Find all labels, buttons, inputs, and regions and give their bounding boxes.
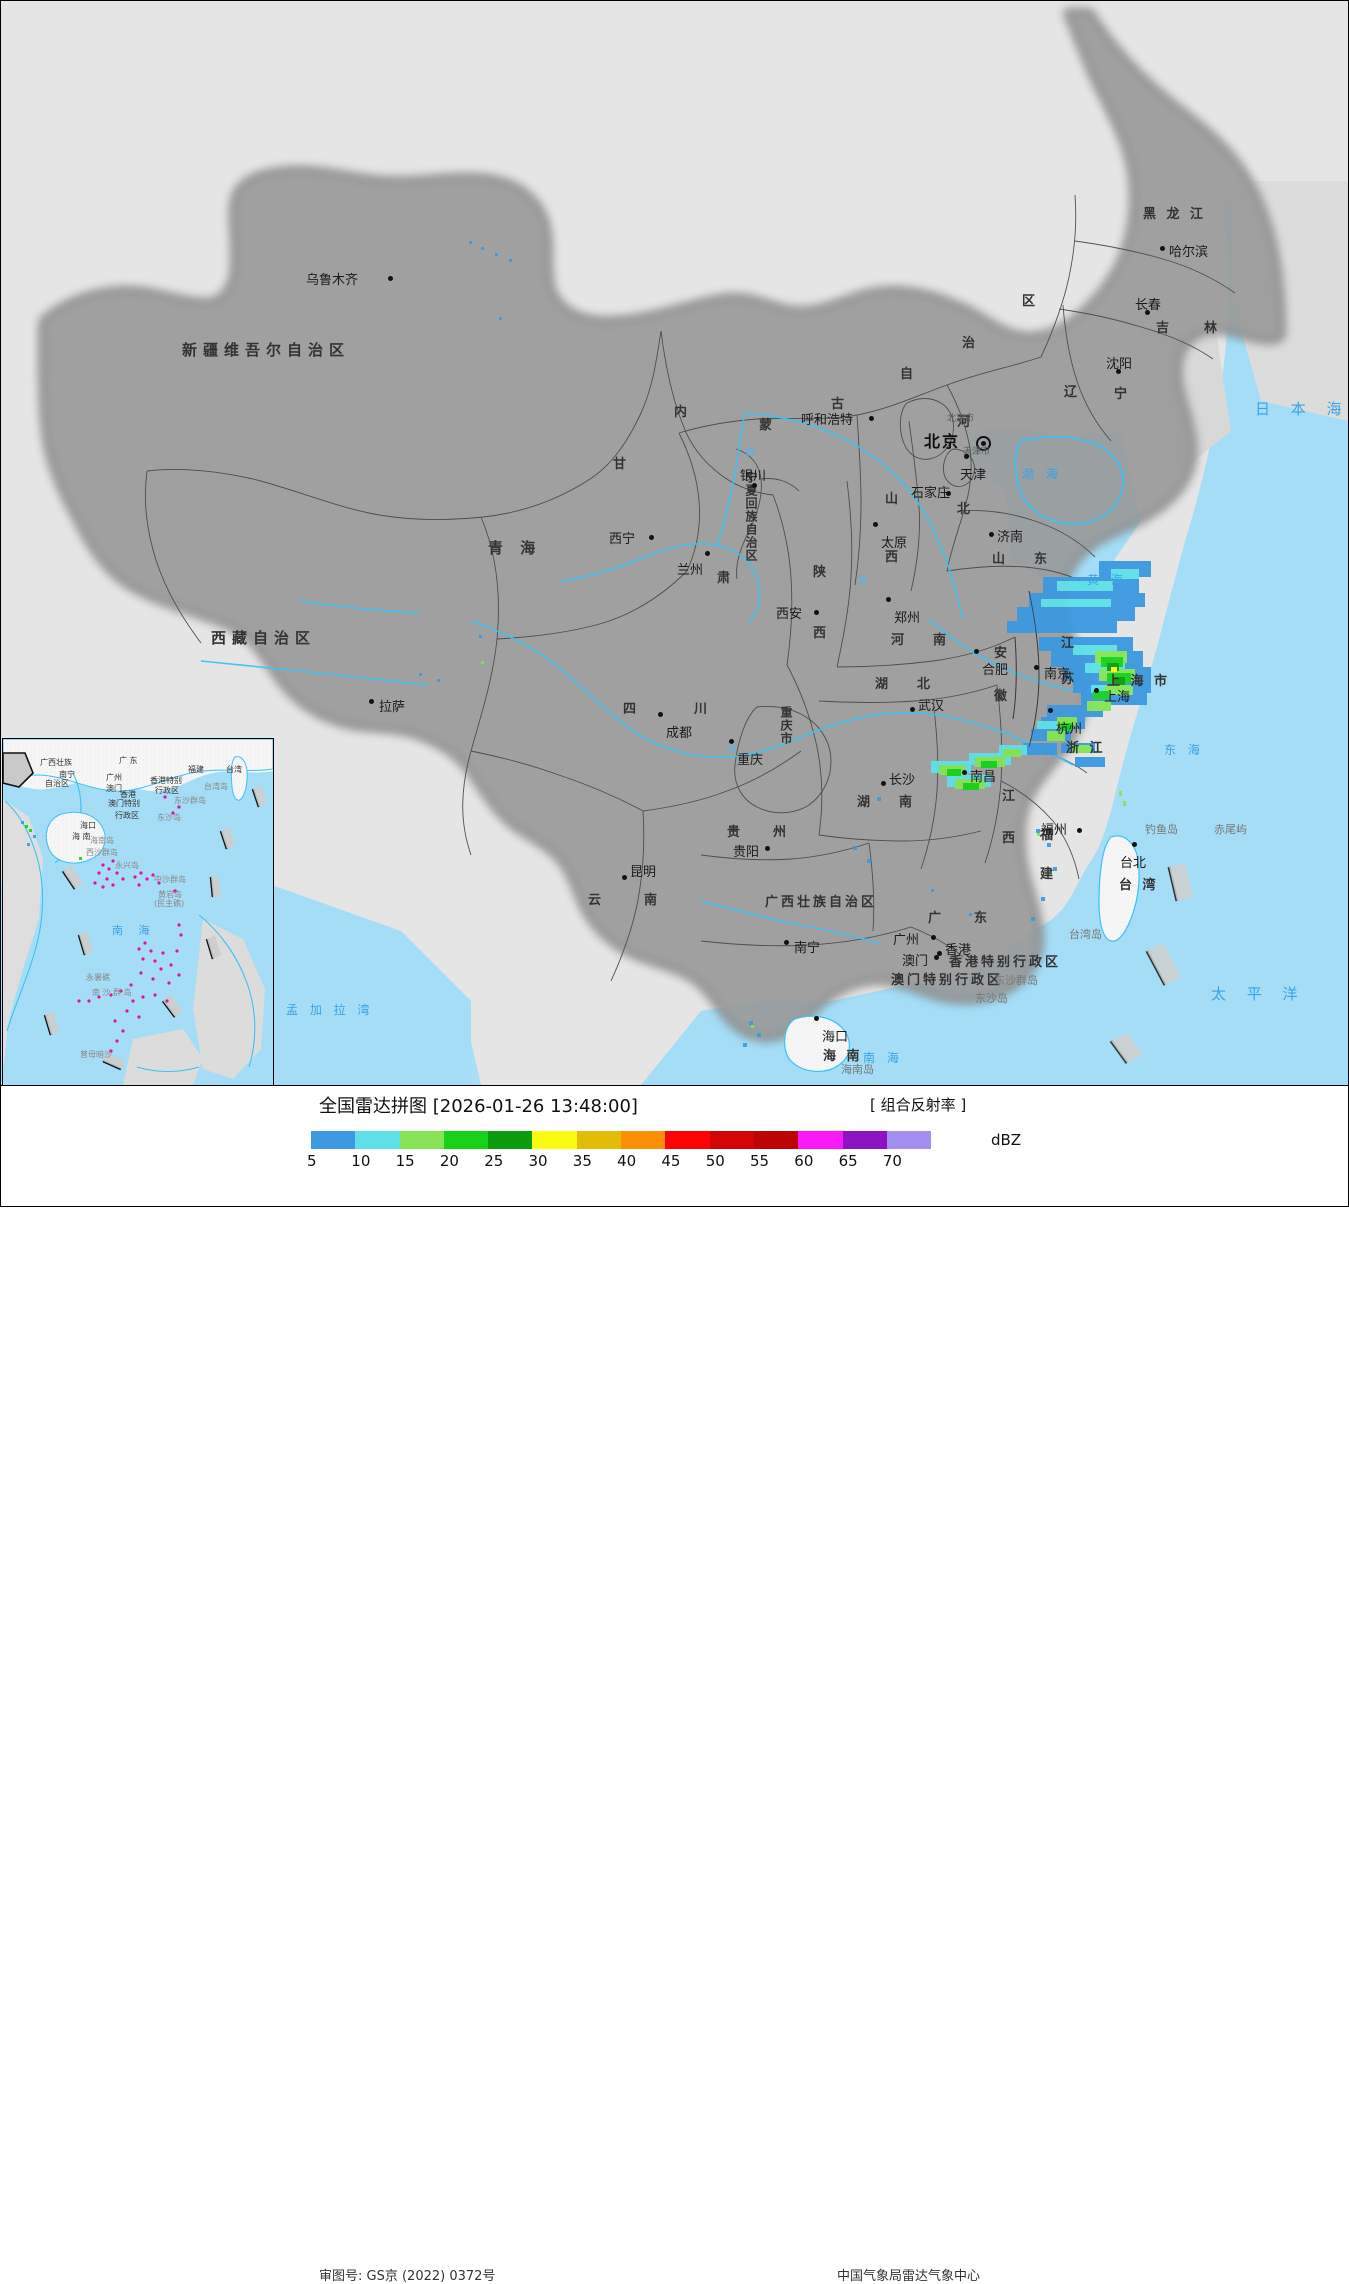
city-marker xyxy=(964,454,969,459)
colorbar-swatch xyxy=(665,1131,710,1149)
colorbar-tick: 30 xyxy=(528,1152,548,1170)
colorbar-swatch xyxy=(621,1131,666,1149)
city-marker xyxy=(622,875,627,880)
city-marker xyxy=(1160,246,1165,251)
city-marker xyxy=(658,712,663,717)
map-panel[interactable]: 新疆维吾尔自治区 西藏自治区青 海甘肃内蒙古自治区宁夏回族自治区陕西山西河北山东河… xyxy=(0,0,1349,1086)
colorbar-swatch xyxy=(886,1131,932,1149)
dbz-colorbar[interactable] xyxy=(311,1131,932,1149)
city-marker xyxy=(931,935,936,940)
license-number: 审图号: GS京 (2022) 0372号 xyxy=(319,2269,496,2284)
city-marker xyxy=(910,707,915,712)
city-marker xyxy=(974,649,979,654)
city-marker xyxy=(649,535,654,540)
colorbar-tick: 55 xyxy=(750,1152,770,1170)
city-marker xyxy=(1132,842,1137,847)
colorbar-tick: 50 xyxy=(705,1152,725,1170)
city-marker xyxy=(814,1016,819,1021)
city-marker xyxy=(946,491,951,496)
city-marker xyxy=(1034,665,1039,670)
city-marker xyxy=(765,846,770,851)
south-china-sea-inset-map[interactable]: 广西壮族 自治区 南宁广 东广州 福建 台湾 香港特别 行政区 台湾岛 澳门 香港 澳门特别 行政区东… xyxy=(2,738,274,1085)
city-marker xyxy=(934,955,939,960)
dbz-unit-label: dBZ xyxy=(991,1131,1022,1149)
colorbar-swatch xyxy=(532,1131,577,1149)
city-marker xyxy=(1077,828,1082,833)
city-marker xyxy=(873,522,878,527)
colorbar-tick: 5 xyxy=(307,1152,317,1170)
product-mode-label: [ 组合反射率 ] xyxy=(870,1096,967,1114)
colorbar-tick: 65 xyxy=(838,1152,858,1170)
colorbar-swatch xyxy=(311,1131,356,1149)
colorbar-swatch xyxy=(842,1131,887,1149)
inset-map-graphic xyxy=(3,739,273,1085)
city-marker xyxy=(705,551,710,556)
colorbar-swatch xyxy=(709,1131,754,1149)
city-marker xyxy=(869,416,874,421)
colorbar-swatch xyxy=(355,1131,400,1149)
city-marker xyxy=(886,597,891,602)
city-marker xyxy=(784,940,789,945)
colorbar-tick: 60 xyxy=(794,1152,814,1170)
city-marker xyxy=(881,781,886,786)
city-marker xyxy=(1094,688,1099,693)
organization-credit: 中国气象局雷达气象中心 xyxy=(837,2269,981,2284)
colorbar-swatch xyxy=(443,1131,489,1149)
city-marker xyxy=(962,770,967,775)
city-marker xyxy=(1116,369,1121,374)
city-marker xyxy=(937,951,942,956)
city-marker xyxy=(729,739,734,744)
colorbar-swatch xyxy=(753,1131,799,1149)
colorbar-swatch xyxy=(798,1131,843,1149)
colorbar-swatch xyxy=(488,1131,533,1149)
city-marker xyxy=(369,699,374,704)
city-marker xyxy=(1145,310,1150,315)
colorbar-tick: 40 xyxy=(617,1152,637,1170)
city-marker xyxy=(388,276,393,281)
colorbar-tick: 35 xyxy=(572,1152,592,1170)
national-capital-marker xyxy=(976,436,991,451)
product-title: 全国雷达拼图 [2026-01-26 13:48:00] xyxy=(319,1096,638,1117)
dbz-tick-labels: 5 10 15 20 25 30 35 40 45 50 55 60 65 70 xyxy=(0,1152,1349,1172)
colorbar-swatch xyxy=(576,1131,622,1149)
city-marker xyxy=(814,610,819,615)
city-marker xyxy=(752,483,757,488)
colorbar-tick: 25 xyxy=(484,1152,504,1170)
city-marker xyxy=(1048,708,1053,713)
colorbar-tick: 15 xyxy=(395,1152,415,1170)
colorbar-tick: 70 xyxy=(882,1152,902,1170)
colorbar-tick: 20 xyxy=(439,1152,459,1170)
colorbar-tick: 45 xyxy=(661,1152,681,1170)
china-map-graphic xyxy=(1,1,1348,1085)
city-marker xyxy=(989,532,994,537)
colorbar-swatch xyxy=(399,1131,444,1149)
colorbar-tick: 10 xyxy=(351,1152,371,1170)
